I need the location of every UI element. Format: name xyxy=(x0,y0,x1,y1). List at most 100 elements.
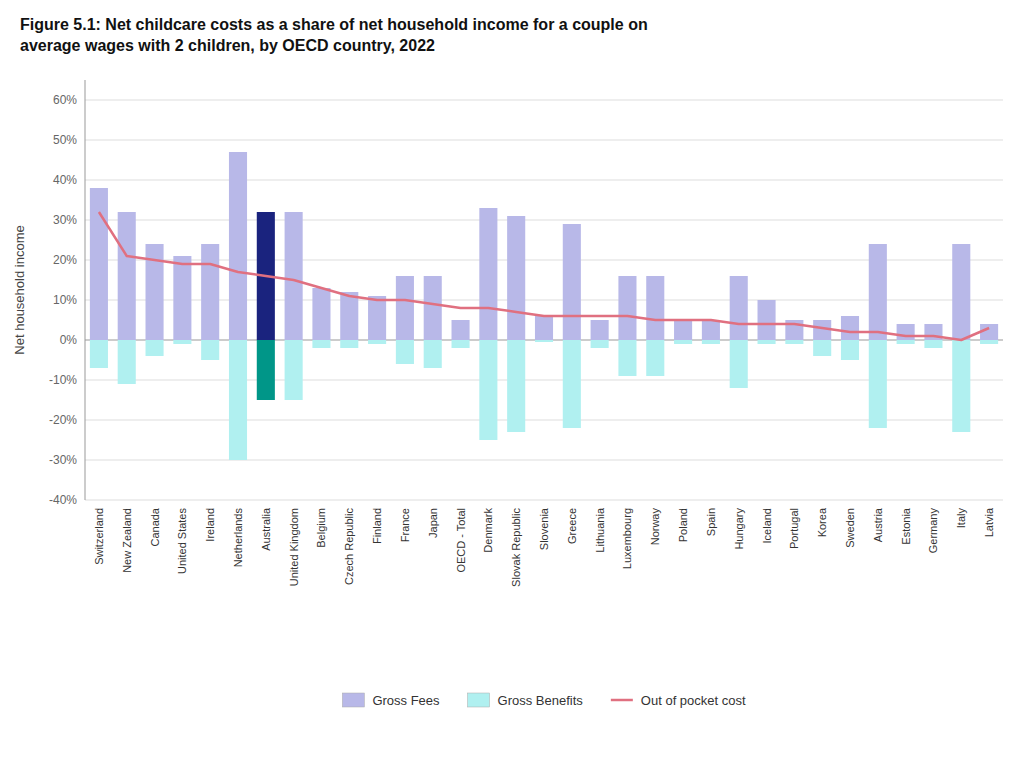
bar xyxy=(563,224,581,340)
bar xyxy=(424,276,442,340)
bar xyxy=(813,340,831,356)
bar xyxy=(479,340,497,440)
x-tick-label: Australia xyxy=(260,507,272,551)
x-tick-label: New Zealand xyxy=(121,508,133,573)
y-tick-label: 20% xyxy=(53,253,77,267)
bar xyxy=(257,340,275,400)
legend-label: Out of pocket cost xyxy=(641,693,746,708)
y-axis-label: Net household income xyxy=(12,225,27,354)
x-tick-label: Portugal xyxy=(788,508,800,549)
bar xyxy=(146,340,164,356)
bar xyxy=(674,320,692,340)
bar xyxy=(424,340,442,368)
y-tick-label: 10% xyxy=(53,293,77,307)
bar xyxy=(952,340,970,432)
bar xyxy=(897,324,915,340)
grid-line xyxy=(85,500,1003,501)
grid-line xyxy=(85,100,1003,101)
bar xyxy=(563,340,581,428)
legend-item: Gross Benefits xyxy=(468,693,584,708)
x-tick-label: Luxembourg xyxy=(621,508,633,569)
x-tick-label: Canada xyxy=(149,507,161,546)
x-tick-label: United States xyxy=(176,508,188,575)
legend-label: Gross Benefits xyxy=(498,693,584,708)
grid xyxy=(85,100,1003,500)
x-tick-label: OECD - Total xyxy=(455,508,467,573)
legend-label: Gross Fees xyxy=(372,693,440,708)
legend-swatch xyxy=(468,693,490,707)
bar xyxy=(229,152,247,340)
bar xyxy=(841,316,859,340)
x-tick-label: Greece xyxy=(566,508,578,544)
legend: Gross Fees Gross Benefits Out of pocket co… xyxy=(342,693,746,708)
bar xyxy=(924,340,942,348)
x-tick-label: Hungary xyxy=(733,508,745,550)
y-tick-label: 0% xyxy=(60,333,78,347)
x-tick-label: Finland xyxy=(371,508,383,544)
bar xyxy=(118,212,136,340)
y-tick-label: -20% xyxy=(49,413,77,427)
y-tick-label: 30% xyxy=(53,213,77,227)
bar xyxy=(869,340,887,428)
bar xyxy=(869,244,887,340)
x-tick-label: Poland xyxy=(677,508,689,542)
y-tick-label: 60% xyxy=(53,93,77,107)
x-tick-label: United Kingdom xyxy=(288,508,300,586)
grid-line xyxy=(85,140,1003,141)
bar xyxy=(396,276,414,340)
bar xyxy=(340,292,358,340)
x-tick-label: Korea xyxy=(816,507,828,537)
bar xyxy=(368,296,386,340)
legend-swatch xyxy=(342,693,364,707)
grid-line xyxy=(85,180,1003,181)
legend-swatch xyxy=(611,699,633,702)
x-tick-label: Germany xyxy=(927,508,939,554)
bar xyxy=(396,340,414,364)
x-tick-label: Ireland xyxy=(204,508,216,542)
bar xyxy=(118,340,136,384)
legend-item: Gross Fees xyxy=(342,693,440,708)
bar xyxy=(312,288,330,340)
x-tick-label: Austria xyxy=(872,507,884,542)
bar xyxy=(90,340,108,368)
x-tick-label: Netherlands xyxy=(232,508,244,568)
bar xyxy=(646,340,664,376)
bar xyxy=(591,320,609,340)
bar xyxy=(730,340,748,388)
line xyxy=(99,212,989,340)
bar xyxy=(952,244,970,340)
bar xyxy=(785,340,803,344)
bar xyxy=(758,340,776,344)
grid-line xyxy=(85,460,1003,461)
marks xyxy=(90,152,998,460)
x-tick-label: Switzerland xyxy=(93,508,105,565)
grid-line xyxy=(85,380,1003,381)
x-tick-label: Japan xyxy=(427,508,439,538)
bar xyxy=(173,340,191,344)
x-tick-label: Latvia xyxy=(983,507,995,537)
x-tick-label: Czech Republic xyxy=(343,508,355,586)
y-tick-label: 50% xyxy=(53,133,77,147)
bar xyxy=(980,340,998,344)
y-tick-label: 40% xyxy=(53,173,77,187)
x-tick-label: Spain xyxy=(705,508,717,536)
bar xyxy=(201,244,219,340)
title: Figure 5.1: Net childcare costs as a sha… xyxy=(20,16,648,54)
bar xyxy=(702,340,720,344)
y-tick-label: -40% xyxy=(49,493,77,507)
x-tick-label: Norway xyxy=(649,508,661,546)
chart: Figure 5.1: Net childcare costs as a sha… xyxy=(0,0,1023,768)
bar xyxy=(730,276,748,340)
y-tick-label: -10% xyxy=(49,373,77,387)
bar xyxy=(173,256,191,340)
bar xyxy=(229,340,247,460)
bar xyxy=(758,300,776,340)
bar xyxy=(312,340,330,348)
x-tick-label: Iceland xyxy=(761,508,773,543)
bar xyxy=(285,340,303,400)
bar xyxy=(618,276,636,340)
bar xyxy=(618,340,636,376)
bar xyxy=(90,188,108,340)
x-tick-label: France xyxy=(399,508,411,542)
y-tick-label: -30% xyxy=(49,453,77,467)
